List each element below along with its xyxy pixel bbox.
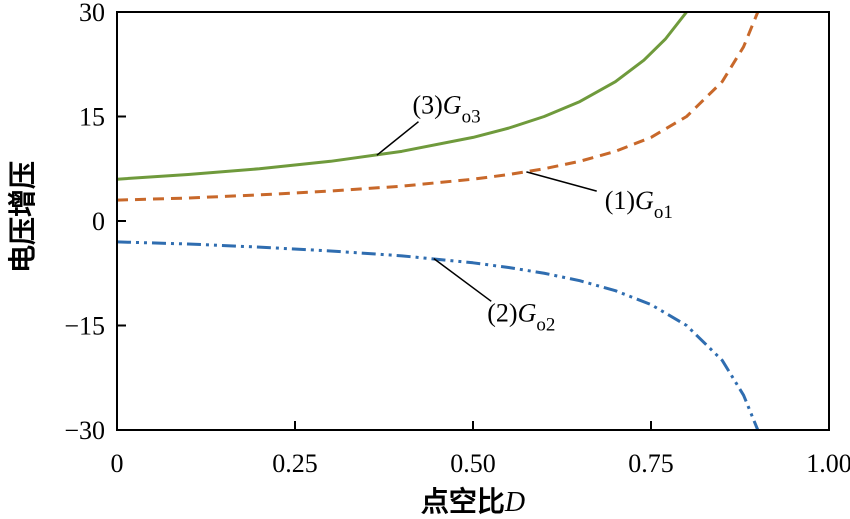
plot-frame — [116, 11, 830, 431]
series-line-3 — [117, 12, 688, 181]
x-axis-title-var: D — [504, 487, 525, 518]
series-label-sub: o2 — [536, 314, 555, 335]
leader-line-1 — [526, 171, 597, 192]
series-label-var: G — [635, 186, 654, 215]
y-tick-label: 30 — [79, 0, 105, 27]
series-label-prefix: (2) — [487, 298, 517, 327]
series-label-var: G — [443, 91, 462, 120]
series-layer — [117, 12, 760, 430]
annotation-labels: (3)Go3(1)Go1(2)Go2 — [412, 91, 672, 336]
series-label-sub: o3 — [462, 107, 481, 128]
tick-marks — [116, 11, 830, 431]
x-axis-title-text: 点空比 — [421, 485, 505, 518]
series-label-2: (2)Go2 — [487, 298, 555, 335]
series-line-1 — [117, 12, 760, 202]
annotation-leaders — [376, 121, 597, 302]
y-tick-label: −15 — [64, 312, 105, 341]
y-axis-title: 电压增压 — [6, 161, 39, 273]
x-axis-title: 点空比D — [421, 485, 525, 518]
series-label-var: G — [518, 298, 537, 327]
series-label-prefix: (1) — [605, 186, 635, 215]
leader-line-2 — [433, 258, 492, 302]
x-tick-label: 0 — [111, 449, 124, 478]
leader-line-3 — [376, 121, 419, 156]
series-line-2 — [117, 240, 760, 430]
series-label-3: (3)Go3 — [412, 91, 480, 128]
y-tick-label: 15 — [79, 103, 105, 132]
series-label-sub: o1 — [654, 202, 673, 223]
series-label-1: (1)Go1 — [605, 186, 673, 223]
y-tick-labels: 30 15 0 −15 −30 — [64, 0, 105, 445]
y-tick-label: −30 — [64, 416, 105, 445]
x-tick-label: 1.00 — [806, 449, 850, 478]
series-label-prefix: (3) — [412, 91, 442, 120]
x-tick-labels: 0 0.25 0.50 0.75 1.00 — [111, 449, 850, 478]
x-tick-label: 0.25 — [272, 449, 318, 478]
x-tick-label: 0.75 — [628, 449, 674, 478]
x-tick-label: 0.50 — [450, 449, 496, 478]
y-tick-label: 0 — [92, 207, 105, 236]
